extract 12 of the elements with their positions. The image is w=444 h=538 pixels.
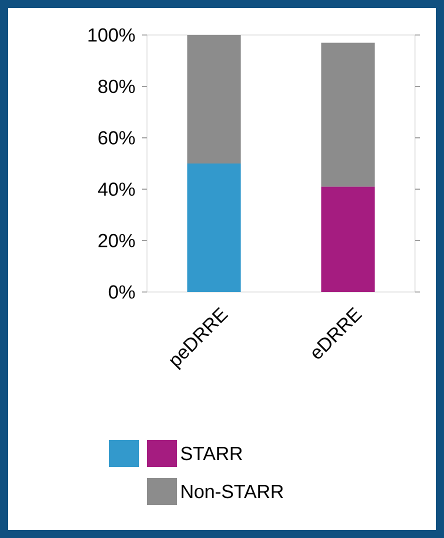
bar — [187, 163, 241, 292]
y-tick-label: 0% — [108, 285, 135, 299]
y-tick-label: 40% — [98, 182, 135, 196]
bar — [187, 34, 241, 164]
y-tick-label: 80% — [98, 80, 135, 94]
y-tick-label: 100% — [88, 28, 135, 42]
legend-label: STARR — [181, 446, 242, 460]
bar — [321, 186, 375, 292]
bar — [321, 42, 375, 187]
y-tick-label: 20% — [98, 234, 135, 248]
y-tick-label: 60% — [98, 131, 135, 144]
legend-label: Non-STARR — [182, 484, 284, 498]
